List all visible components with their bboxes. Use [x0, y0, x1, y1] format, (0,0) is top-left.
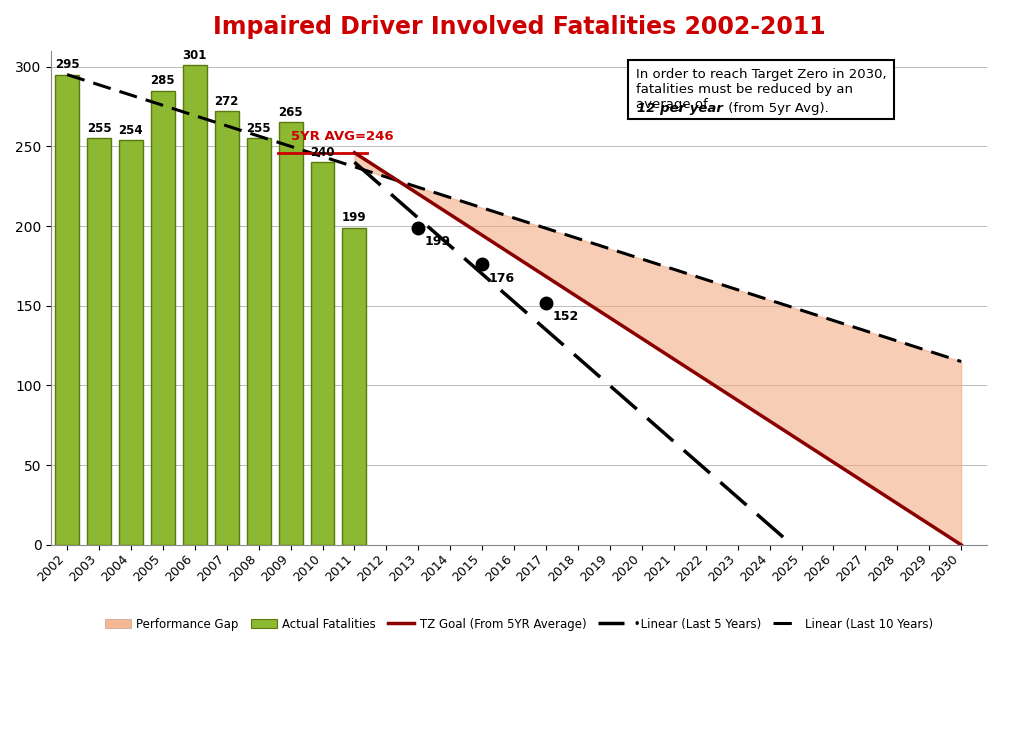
Text: 199: 199	[342, 211, 367, 225]
Text: 176: 176	[488, 272, 515, 285]
Text: 255: 255	[87, 122, 112, 135]
Bar	[310, 163, 335, 545]
Bar	[183, 65, 207, 545]
Text: 265: 265	[279, 106, 303, 120]
Bar	[119, 140, 143, 545]
Text: 152: 152	[552, 310, 579, 323]
Text: 272: 272	[215, 95, 239, 108]
Text: 199: 199	[425, 235, 451, 248]
Text: In order to reach Target Zero in 2030,
fatalities must be reduced by an
average : In order to reach Target Zero in 2030, f…	[636, 68, 887, 111]
Text: 240: 240	[310, 146, 335, 159]
Legend: Performance Gap, Actual Fatalities, TZ Goal (From 5YR Average),  •Linear (Last 5: Performance Gap, Actual Fatalities, TZ G…	[99, 613, 938, 635]
Bar	[247, 139, 270, 545]
Bar	[151, 90, 175, 545]
Bar	[55, 74, 79, 545]
Text: 301: 301	[182, 49, 207, 62]
Text: 295: 295	[54, 58, 80, 71]
Text: (from 5yr Avg).: (from 5yr Avg).	[724, 101, 828, 114]
Text: 255: 255	[247, 122, 271, 135]
Bar	[87, 139, 111, 545]
Text: 5YR AVG=246: 5YR AVG=246	[291, 130, 393, 143]
Title: Impaired Driver Involved Fatalities 2002-2011: Impaired Driver Involved Fatalities 2002…	[213, 15, 825, 39]
Text: 12 per year: 12 per year	[637, 101, 723, 114]
Text: 285: 285	[151, 74, 175, 87]
Bar	[342, 227, 367, 545]
Bar	[279, 122, 302, 545]
Bar	[215, 112, 239, 545]
Text: 254: 254	[119, 124, 143, 137]
